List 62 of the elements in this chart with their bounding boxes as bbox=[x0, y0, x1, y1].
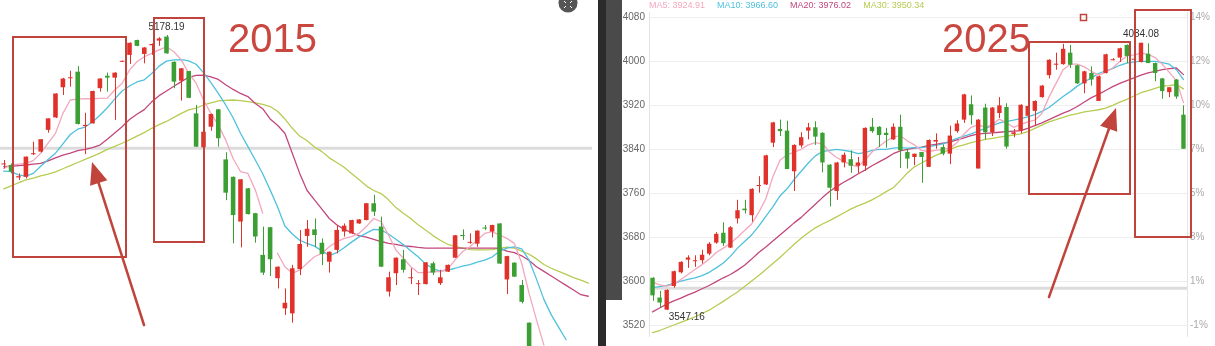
candlestick bbox=[253, 212, 258, 244]
candlestick bbox=[968, 94, 974, 126]
candlestick bbox=[53, 92, 58, 119]
candlestick bbox=[721, 221, 726, 247]
candlestick bbox=[1089, 65, 1094, 87]
y-tick-label: 4080 bbox=[622, 11, 646, 23]
candlestick bbox=[68, 70, 73, 88]
y-tick-label: 3600 bbox=[622, 274, 646, 286]
candlestick bbox=[692, 254, 698, 268]
candlestick bbox=[947, 125, 953, 165]
text: MA30: 3950.34 bbox=[863, 0, 925, 11]
candlestick bbox=[275, 265, 280, 289]
candlestick bbox=[1060, 43, 1066, 66]
candlestick bbox=[164, 34, 169, 55]
candlestick bbox=[813, 120, 818, 146]
y2-tick-label: 7% bbox=[1190, 143, 1205, 155]
y2-tick-label: 14% bbox=[1190, 11, 1211, 23]
candlestick bbox=[848, 149, 853, 174]
candlestick bbox=[650, 276, 655, 302]
candlestick bbox=[386, 271, 391, 298]
y2-tick-label: 10% bbox=[1190, 99, 1211, 111]
y-tick-label: 4000 bbox=[622, 55, 646, 67]
candlestick bbox=[327, 250, 332, 274]
candlestick bbox=[933, 132, 938, 150]
y2-tick-label: 1% bbox=[1190, 274, 1205, 286]
y-tick-label: 3760 bbox=[622, 186, 646, 198]
candlestick bbox=[519, 279, 524, 304]
candlestick bbox=[1124, 43, 1130, 64]
candlestick bbox=[460, 228, 465, 241]
candlestick bbox=[735, 199, 740, 224]
candlestick bbox=[1174, 78, 1179, 100]
annotation: 2015 bbox=[228, 16, 317, 60]
candlestick bbox=[905, 148, 910, 170]
candlestick bbox=[997, 96, 1002, 119]
y2-tick-label: -1% bbox=[1190, 318, 1208, 330]
candlestick bbox=[756, 175, 761, 194]
candlestick bbox=[1032, 99, 1037, 127]
text: MA20: 3976.02 bbox=[790, 0, 852, 11]
candlestick bbox=[770, 121, 776, 148]
candlestick bbox=[312, 217, 317, 248]
text: MA10: 3966.60 bbox=[717, 0, 779, 11]
candlestick bbox=[371, 194, 376, 217]
y-tick-label: 3840 bbox=[622, 143, 646, 155]
candlestick bbox=[919, 151, 924, 184]
candlestick bbox=[112, 71, 117, 121]
candlestick bbox=[127, 41, 132, 65]
candlestick bbox=[260, 226, 265, 276]
y-tick-label: 3680 bbox=[622, 230, 646, 242]
candlestick bbox=[334, 224, 339, 254]
candlestick bbox=[1046, 58, 1052, 79]
candlestick bbox=[401, 249, 406, 274]
candlestick bbox=[179, 67, 184, 102]
candlestick bbox=[1068, 44, 1073, 69]
text: MA5: 3924.91 bbox=[649, 0, 706, 11]
candlestick bbox=[408, 267, 413, 285]
candlestick bbox=[105, 72, 110, 93]
y2-tick-label: 3% bbox=[1190, 231, 1205, 243]
candlestick bbox=[31, 141, 36, 156]
annotation: 2025 bbox=[942, 16, 1031, 60]
y-tick-label: 3520 bbox=[622, 318, 646, 330]
y-tick-label: 3920 bbox=[622, 99, 646, 111]
candlestick bbox=[827, 163, 832, 207]
